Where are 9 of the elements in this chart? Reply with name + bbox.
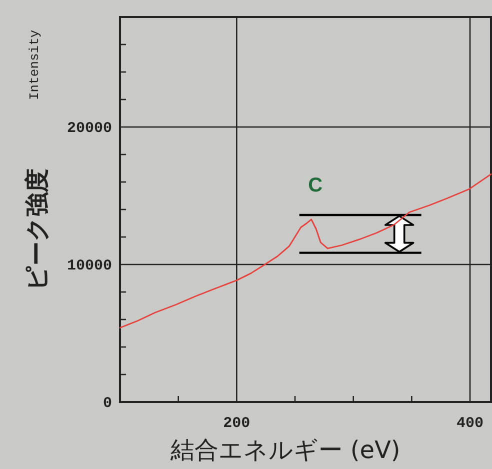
text: Intensity <box>27 30 42 100</box>
y-axis-title: ピーク強度 <box>23 168 51 290</box>
x-tick-label: 400 <box>456 415 484 432</box>
x-tick-label: 200 <box>223 415 250 432</box>
annotation: C <box>308 174 323 196</box>
y-tick-label: 10000 <box>66 258 112 274</box>
x-axis-title: 結合エネルギー (eV) <box>170 436 400 464</box>
y-tick-label: 20000 <box>66 120 112 137</box>
y-tick-label: 0 <box>102 395 112 412</box>
